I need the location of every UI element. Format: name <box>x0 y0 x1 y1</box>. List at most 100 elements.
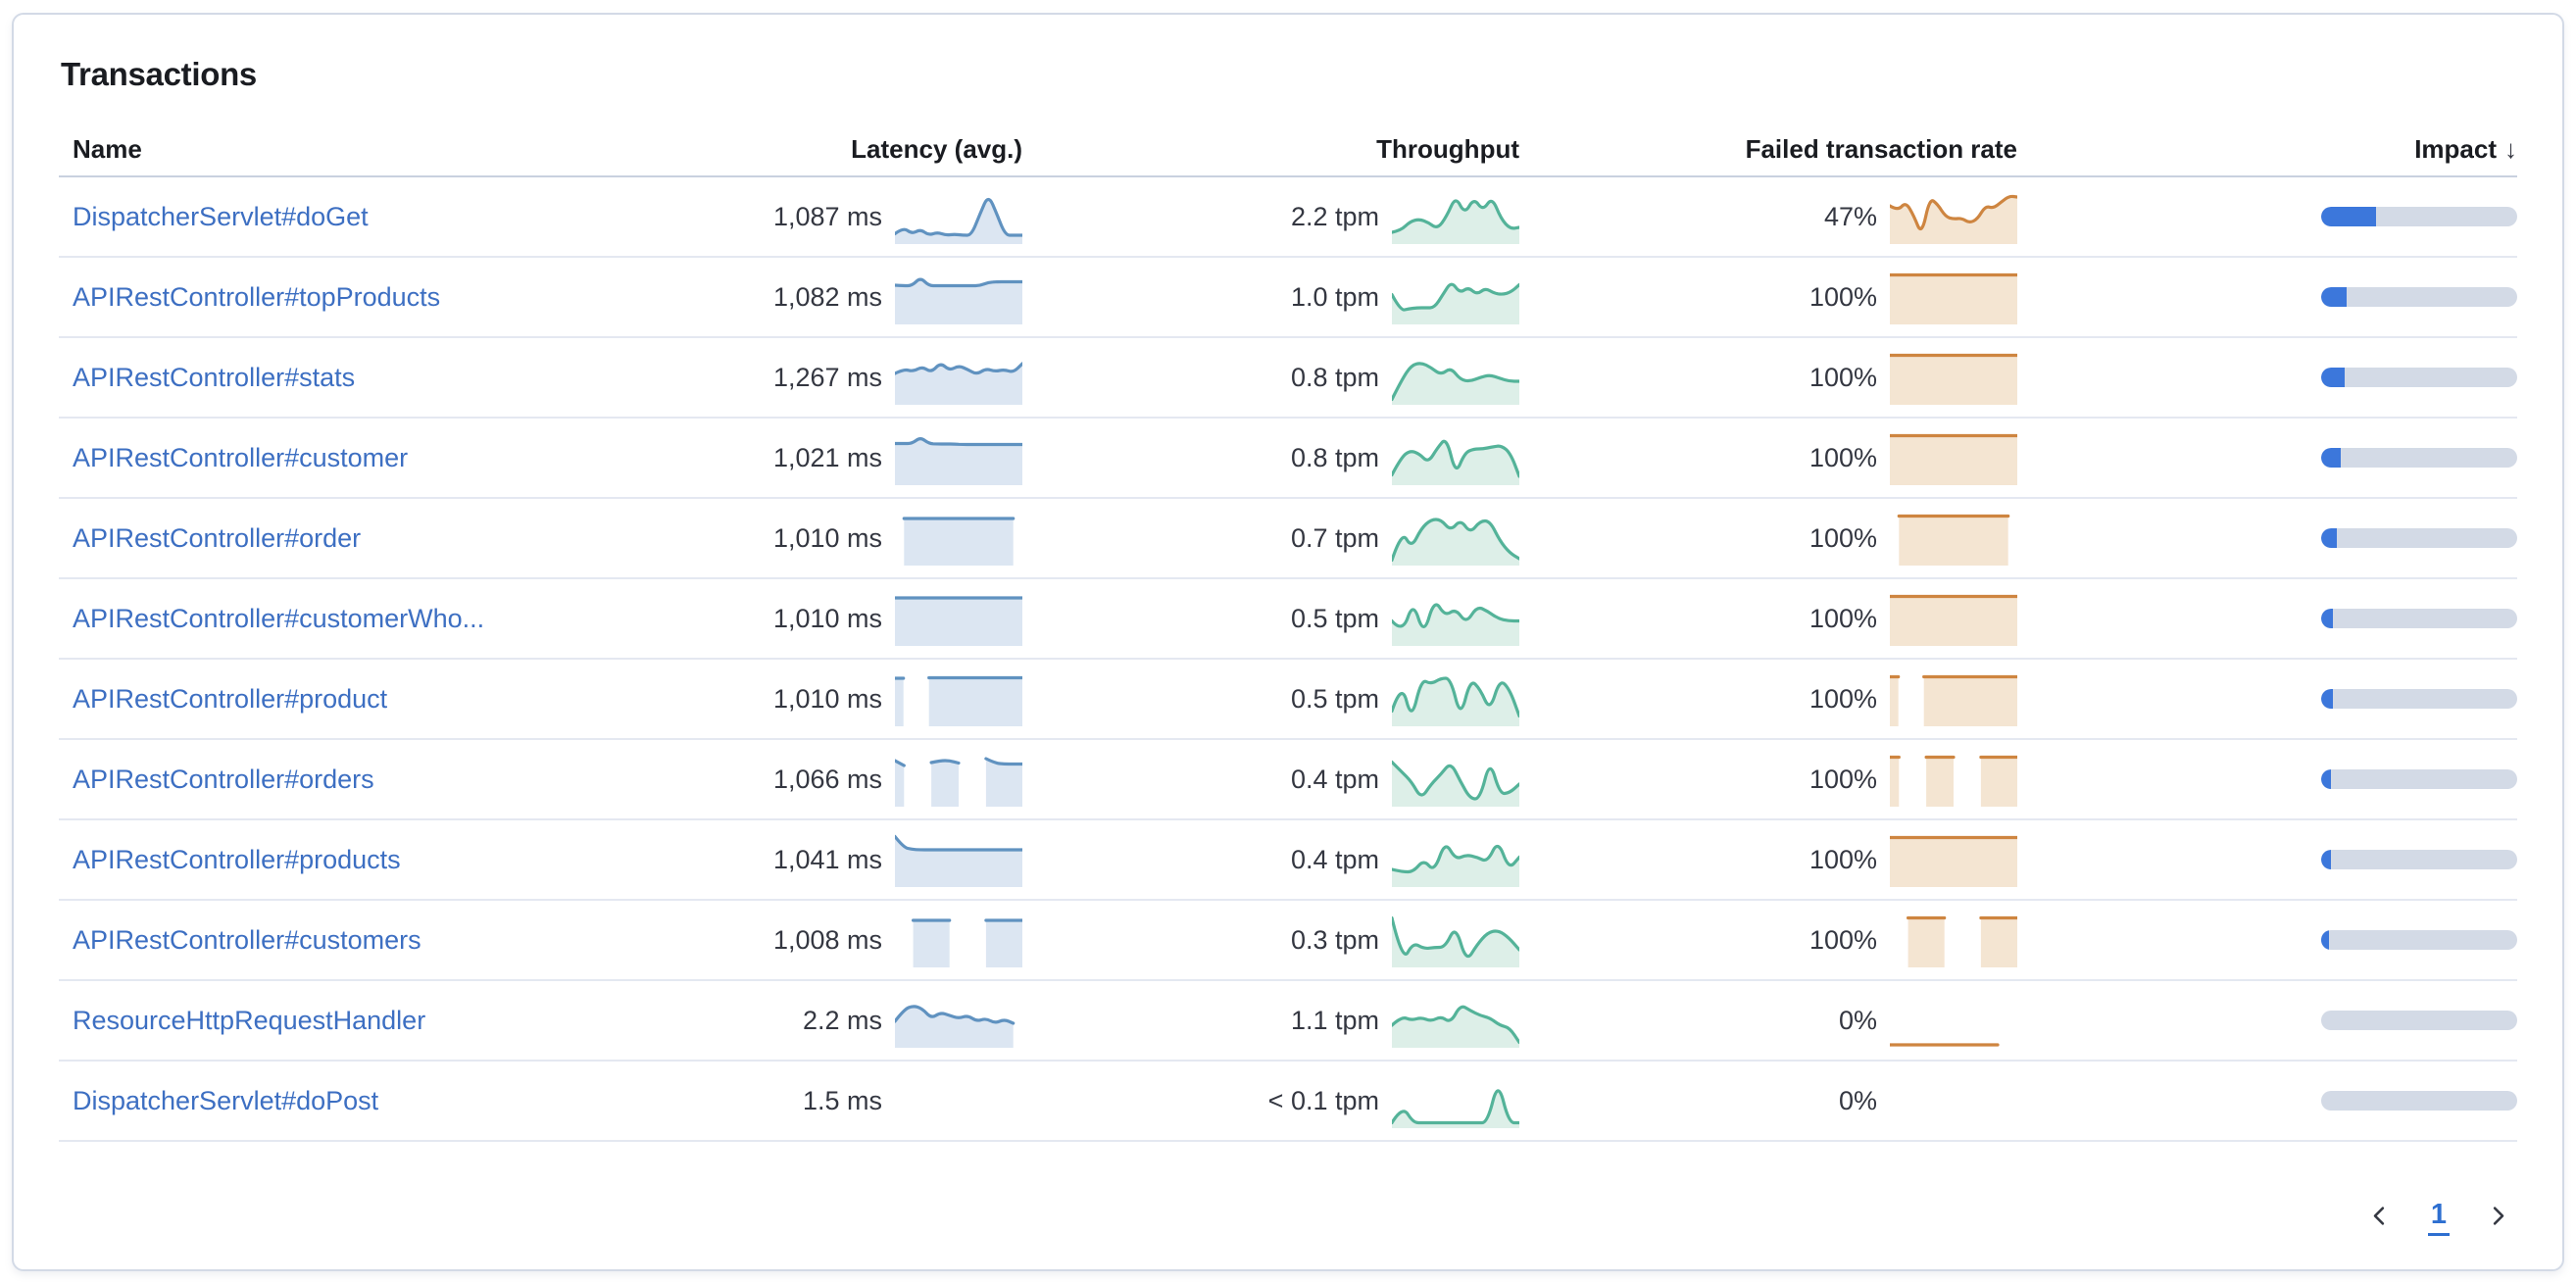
impact-bar-fill <box>2321 769 2331 789</box>
impact-bar <box>2321 850 2517 869</box>
col-header-impact[interactable]: Impact ↓ <box>2017 134 2517 165</box>
col-header-impact-label: Impact <box>2414 133 2497 164</box>
table-row: APIRestController#order 1,010 ms 0.7 tpm… <box>59 499 2517 579</box>
latency-value: 1,010 ms <box>772 683 882 714</box>
next-page-button[interactable] <box>2481 1199 2515 1236</box>
failed-rate-value: 100% <box>1808 924 1877 955</box>
chevron-right-icon <box>2485 1203 2511 1232</box>
throughput-sparkline <box>1392 518 1519 566</box>
transaction-name-link[interactable]: APIRestController#orders <box>73 764 374 794</box>
table-row: DispatcherServlet#doGet 1,087 ms 2.2 tpm… <box>59 177 2517 258</box>
throughput-sparkline <box>1392 199 1519 244</box>
col-header-name: Name <box>73 133 142 164</box>
latency-sparkline <box>895 675 1022 726</box>
impact-bar <box>2321 287 2517 307</box>
transaction-name-link[interactable]: DispatcherServlet#doPost <box>73 1085 379 1115</box>
failed-rate-sparkline <box>1897 514 2010 566</box>
transaction-name-link[interactable]: APIRestController#customer <box>73 442 409 472</box>
impact-bar <box>2321 689 2517 709</box>
impact-bar <box>2321 1091 2517 1111</box>
impact-bar <box>2321 609 2517 628</box>
previous-page-button[interactable] <box>2362 1199 2397 1236</box>
col-header-latency[interactable]: Latency (avg.) <box>851 133 1022 164</box>
latency-sparkline <box>895 757 1022 807</box>
throughput-sparkline <box>1392 439 1519 485</box>
failed-rate-value: 0% <box>1838 1005 1877 1035</box>
impact-bar-fill <box>2321 689 2333 709</box>
latency-sparkline <box>912 918 1022 967</box>
latency-sparkline <box>895 362 1022 405</box>
latency-value: 1,087 ms <box>772 201 882 231</box>
throughput-value: 0.4 tpm <box>1290 764 1379 794</box>
failed-rate-sparkline <box>1890 1043 2000 1047</box>
transaction-name-link[interactable]: APIRestController#customers <box>73 924 421 955</box>
panel-title: Transactions <box>61 56 257 92</box>
impact-bar-fill <box>2321 609 2333 628</box>
transaction-name-link[interactable]: APIRestController#products <box>73 844 401 874</box>
latency-value: 1,082 ms <box>772 281 882 312</box>
throughput-value: 0.3 tpm <box>1290 924 1379 955</box>
failed-rate-value: 100% <box>1808 522 1877 553</box>
throughput-sparkline <box>1392 760 1519 807</box>
impact-bar-fill <box>2321 850 2331 869</box>
throughput-value: 1.0 tpm <box>1290 281 1379 312</box>
latency-sparkline <box>895 277 1022 324</box>
failed-rate-value: 47% <box>1823 201 1877 231</box>
throughput-sparkline <box>1392 362 1519 405</box>
transaction-name-link[interactable]: APIRestController#product <box>73 683 388 714</box>
table-row: APIRestController#topProducts 1,082 ms 1… <box>59 258 2517 338</box>
latency-value: 2.2 ms <box>802 1005 882 1035</box>
latency-value: 1,066 ms <box>772 764 882 794</box>
throughput-sparkline <box>1392 603 1519 646</box>
throughput-sparkline <box>1392 844 1519 887</box>
transaction-name-link[interactable]: APIRestController#customerWho... <box>73 603 485 633</box>
latency-sparkline <box>895 437 1022 485</box>
table-row: APIRestController#customers 1,008 ms 0.3… <box>59 901 2517 981</box>
transaction-name-link[interactable]: APIRestController#stats <box>73 362 356 392</box>
transaction-name-link[interactable]: ResourceHttpRequestHandler <box>73 1005 426 1035</box>
failed-rate-sparkline <box>1890 433 2017 485</box>
page-number-1[interactable]: 1 <box>2427 1199 2450 1236</box>
failed-rate-value: 100% <box>1808 844 1877 874</box>
throughput-value: 0.5 tpm <box>1290 683 1379 714</box>
failed-rate-sparkline <box>1890 755 2017 807</box>
transaction-name-link[interactable]: APIRestController#topProducts <box>73 281 441 312</box>
failed-rate-sparkline <box>1890 194 2017 244</box>
table-body: DispatcherServlet#doGet 1,087 ms 2.2 tpm… <box>59 177 2517 1142</box>
table-row: ResourceHttpRequestHandler 2.2 ms 1.1 tp… <box>59 981 2517 1062</box>
table-row: APIRestController#customerWho... 1,010 m… <box>59 579 2517 660</box>
col-header-failed-rate[interactable]: Failed transaction rate <box>1745 133 2017 164</box>
latency-sparkline <box>895 1005 1016 1048</box>
failed-rate-sparkline <box>1890 353 2017 405</box>
failed-rate-sparkline <box>1890 594 2017 646</box>
col-header-throughput[interactable]: Throughput <box>1376 133 1519 164</box>
transaction-name-link[interactable]: DispatcherServlet#doGet <box>73 201 369 231</box>
failed-rate-value: 100% <box>1808 603 1877 633</box>
impact-bar <box>2321 930 2517 950</box>
latency-value: 1,008 ms <box>772 924 882 955</box>
throughput-sparkline <box>1392 1089 1519 1128</box>
table-row: DispatcherServlet#doPost 1.5 ms < 0.1 tp… <box>59 1062 2517 1142</box>
failed-rate-sparkline <box>1907 915 2017 967</box>
chevron-left-icon <box>2366 1203 2393 1232</box>
pagination: 1 <box>59 1173 2517 1244</box>
failed-rate-value: 100% <box>1808 281 1877 312</box>
table-row: APIRestController#customer 1,021 ms 0.8 … <box>59 419 2517 499</box>
failed-rate-sparkline <box>1890 835 2017 887</box>
throughput-sparkline <box>1392 915 1519 967</box>
impact-bar-fill <box>2321 528 2337 548</box>
latency-sparkline <box>895 834 1022 887</box>
impact-bar-fill <box>2321 368 2345 387</box>
impact-bar-fill <box>2321 207 2376 226</box>
failed-rate-sparkline <box>1890 272 2017 324</box>
impact-bar <box>2321 207 2517 226</box>
transaction-name-link[interactable]: APIRestController#order <box>73 522 362 553</box>
latency-value: 1,010 ms <box>772 603 882 633</box>
transactions-panel: Transactions Name Latency (avg.) Through… <box>12 13 2564 1271</box>
throughput-sparkline <box>1392 282 1519 324</box>
impact-bar <box>2321 528 2517 548</box>
failed-rate-value: 100% <box>1808 683 1877 714</box>
table-row: APIRestController#orders 1,066 ms 0.4 tp… <box>59 740 2517 820</box>
throughput-sparkline <box>1392 676 1519 726</box>
